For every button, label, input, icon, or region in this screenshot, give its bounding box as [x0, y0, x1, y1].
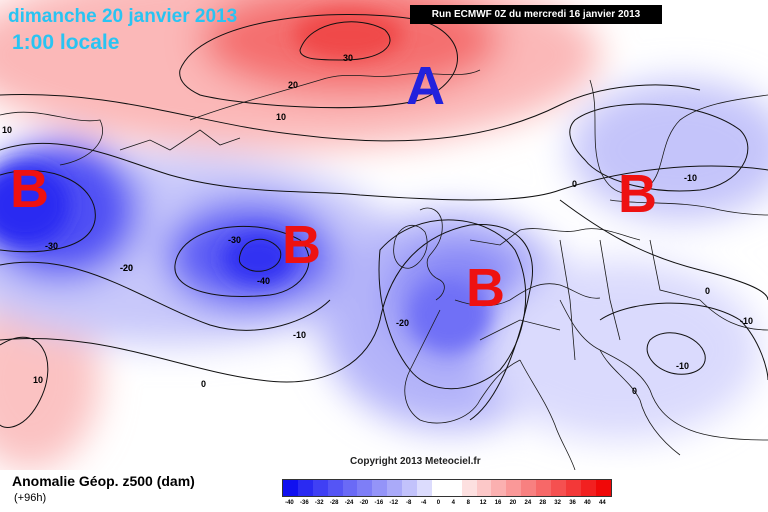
contour-labels: 30 20 10 10 0 -10 -20 -30 -40 -30 -20 -1…: [2, 53, 753, 396]
contour-label: -10: [740, 316, 753, 326]
color-swatch: [327, 480, 343, 496]
contour-label: -20: [120, 263, 133, 273]
contour-label: 0: [705, 286, 710, 296]
color-swatch: [342, 480, 358, 496]
contour-label: -30: [45, 241, 58, 251]
contour-label: 0: [201, 379, 206, 389]
scale-tick-label: 0: [436, 500, 441, 506]
contour-label: 30: [343, 53, 353, 63]
contour-label: -40: [257, 276, 270, 286]
color-swatch: [521, 480, 537, 496]
color-swatch: [476, 480, 492, 496]
scale-tick-label: 36: [569, 500, 576, 506]
scale-tick-label: 4: [451, 500, 456, 506]
contour-lines: [0, 13, 768, 428]
scale-tick-label: 16: [494, 500, 502, 506]
scale-tick-label: -4: [420, 500, 427, 506]
color-swatch: [595, 480, 611, 496]
color-swatch: [461, 480, 477, 496]
scale-tick-label: -28: [329, 500, 339, 506]
scale-tick-label: -20: [359, 500, 369, 506]
contour-label: 0: [632, 386, 637, 396]
legend-panel: Anomalie Géop. z500 (dam) (+96h) -40 -36-…: [0, 470, 768, 512]
contour-label: 10: [276, 112, 286, 122]
contour-label: -30: [228, 235, 241, 245]
scale-tick-label: -16: [374, 500, 384, 506]
color-swatch: [312, 480, 328, 496]
color-swatch: [357, 480, 373, 496]
legend-title: Anomalie Géop. z500 (dam): [12, 473, 195, 489]
color-swatch: [402, 480, 418, 496]
color-swatch: [372, 480, 388, 496]
scale-tick-label: 32: [554, 500, 561, 506]
color-swatch: [283, 480, 298, 496]
scale-tick-label: 20: [509, 500, 517, 506]
forecast-time: 1:00 locale: [12, 31, 120, 54]
color-scale-ticks: -40 -36 -32 -28 -24 -20 -16 -12 -8 -4 0 4 8 12 16 20 24 2…: [282, 500, 612, 510]
color-swatch: [580, 480, 596, 496]
scale-tick-label: 40: [584, 500, 591, 506]
copyright-notice: Copyright 2013 Meteociel.fr: [350, 456, 481, 467]
contour-label: -20: [396, 318, 409, 328]
contour-label: 10: [2, 125, 12, 135]
scale-tick-label: -36: [300, 500, 309, 506]
pressure-centers: A B B B B: [10, 56, 657, 318]
model-run-banner: Run ECMWF 0Z du mercredi 16 janvier 2013: [410, 5, 662, 24]
color-swatch: [536, 480, 552, 496]
contour-label: -10: [684, 173, 697, 183]
scale-tick-label: -12: [389, 500, 399, 506]
scale-tick-label: -40: [285, 500, 294, 506]
scale-tick-label: 28: [539, 500, 547, 506]
color-swatch: [506, 480, 522, 496]
scale-tick-label: -24: [344, 500, 354, 506]
contour-label: 10: [33, 375, 43, 385]
low-pressure-label: B: [282, 215, 321, 275]
scale-tick-label: -32: [314, 500, 324, 506]
color-swatch: [491, 480, 507, 496]
color-swatch: [551, 480, 566, 496]
color-swatch: [417, 480, 432, 496]
contour-label: 0: [572, 179, 577, 189]
contour-label: -20: [120, 263, 133, 273]
color-scale-bar: [282, 479, 612, 497]
anomaly-field: [0, 0, 768, 470]
coastlines: [0, 69, 768, 470]
low-pressure-label: B: [10, 159, 49, 219]
color-swatch: [565, 480, 581, 496]
anomaly-map: 30 20 10 10 0 -10 -20 -30 -40 -30 -20 -1…: [0, 0, 768, 470]
contour-label: -10: [676, 361, 689, 371]
scale-tick-label: -8: [405, 500, 412, 506]
scale-tick-label: 12: [479, 500, 487, 506]
low-pressure-label: B: [618, 164, 657, 224]
color-swatch: [446, 480, 462, 496]
scale-tick-label: 24: [524, 500, 532, 506]
forecast-date: dimanche 20 janvier 2013: [8, 6, 238, 27]
scale-tick-label: 8: [466, 500, 470, 506]
color-swatch: [297, 480, 313, 496]
scale-tick-label: 44: [599, 500, 606, 506]
contour-label: -10: [293, 330, 306, 340]
contour-label: 20: [288, 80, 298, 90]
color-swatch: [431, 480, 447, 496]
low-pressure-label: B: [466, 258, 505, 318]
legend-subtitle: (+96h): [14, 492, 47, 504]
high-pressure-label: A: [406, 56, 445, 116]
color-swatch: [387, 480, 403, 496]
